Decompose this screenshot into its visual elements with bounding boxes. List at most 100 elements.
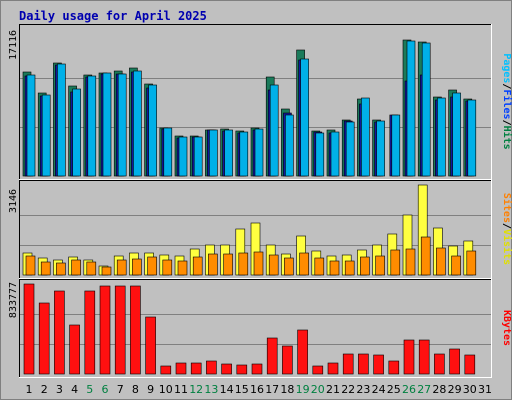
bar-sites-day-16: [253, 251, 264, 276]
x-tick-label-day-26: 26: [402, 383, 416, 396]
bar-sites-day-13: [208, 253, 218, 276]
x-axis-day-labels: 1 2 3 4 5 6 7 8 9 10 11 12 13 14 15 16 17 18 19 20 21 22 23 24 2…: [26, 383, 493, 396]
bar-pages-day-10: [163, 127, 173, 177]
bar-sites-day-14: [223, 253, 233, 276]
x-tick-label-day-29: 29: [448, 383, 462, 396]
bar-kbytes-day-17: [266, 337, 278, 375]
bar-kbytes-day-29: [449, 348, 460, 375]
bar-pages-day-9: [148, 84, 157, 177]
bar-sites-day-8: [132, 258, 142, 276]
bar-sites-day-26: [405, 248, 416, 276]
x-tick-label-day-13: 13: [204, 383, 218, 396]
legend-entry: KBytes: [501, 310, 512, 346]
legend-entry: /: [501, 223, 512, 229]
bar-pages-day-7: [117, 73, 127, 177]
bar-pages-day-20: [315, 132, 325, 177]
bar-pages-day-28: [437, 97, 446, 177]
bar-pages-day-14: [224, 129, 233, 177]
x-tick-label-day-9: 9: [147, 383, 154, 396]
bar-pages-day-6: [102, 72, 112, 177]
bar-kbytes-day-24: [373, 354, 384, 375]
x-tick-label-day-5: 5: [86, 383, 93, 396]
x-tick-label-day-16: 16: [250, 383, 264, 396]
x-tick-label-day-28: 28: [432, 383, 446, 396]
x-tick-label-day-18: 18: [280, 383, 294, 396]
x-tick-label-day-21: 21: [326, 383, 340, 396]
x-tick-label-day-25: 25: [387, 383, 401, 396]
x-tick-label-day-31: 31: [478, 383, 492, 396]
bar-pages-day-29: [452, 92, 461, 177]
bar-kbytes-day-30: [464, 354, 476, 375]
bar-sites-day-17: [268, 254, 279, 276]
x-tick-label-day-15: 15: [235, 383, 249, 396]
chart-title: Daily usage for April 2025: [19, 9, 207, 23]
bar-kbytes-day-5: [84, 290, 96, 375]
bar-pages-day-22: [345, 121, 355, 177]
bar-sites-day-5: [86, 261, 97, 276]
x-tick-label-day-20: 20: [311, 383, 325, 396]
bar-kbytes-day-11: [175, 362, 187, 375]
x-tick-label-day-17: 17: [265, 383, 279, 396]
bar-pages-day-30: [467, 99, 477, 177]
bar-kbytes-day-13: [206, 360, 217, 375]
bar-pages-day-13: [209, 129, 218, 177]
bar-sites-day-15: [238, 252, 249, 276]
bar-pages-day-17: [269, 84, 279, 177]
legend-entry: Files: [501, 89, 512, 119]
y-max-label: 833777: [8, 282, 19, 318]
bar-sites-day-28: [436, 247, 446, 276]
legend-entry: /: [501, 120, 512, 126]
bar-sites-day-24: [375, 255, 385, 276]
bar-kbytes-day-8: [130, 285, 141, 375]
x-tick-label-day-4: 4: [71, 383, 78, 396]
bar-kbytes-day-22: [342, 353, 354, 375]
legend-entry: Visits: [501, 229, 512, 265]
panel-legend: KBytes: [501, 310, 512, 346]
x-tick-label-day-3: 3: [56, 383, 63, 396]
x-tick-label-day-7: 7: [117, 383, 124, 396]
x-tick-label-day-23: 23: [356, 383, 370, 396]
y-max-label: 3146: [8, 189, 19, 213]
y-max-label: 17116: [8, 30, 19, 60]
x-tick-label-day-30: 30: [463, 383, 477, 396]
x-tick-label-day-2: 2: [41, 383, 48, 396]
bar-sites-day-25: [390, 249, 401, 276]
bars: [23, 283, 476, 375]
bar-sites-day-27: [420, 236, 431, 276]
bar-pages-day-26: [406, 40, 416, 177]
bar-kbytes-day-20: [312, 365, 324, 375]
x-tick-label-day-22: 22: [341, 383, 355, 396]
bar-kbytes-day-4: [69, 324, 80, 375]
bar-sites-day-12: [192, 256, 203, 276]
bar-sites-day-22: [344, 260, 355, 276]
bar-sites-day-20: [314, 257, 325, 276]
legend-entry: Pages: [501, 53, 512, 83]
legend-entry: /: [501, 83, 512, 89]
x-tick-label-day-12: 12: [189, 383, 203, 396]
bar-kbytes-day-10: [160, 365, 172, 375]
bar-kbytes-day-16: [251, 363, 263, 375]
bar-pages-day-8: [133, 70, 142, 177]
bar-sites-day-1: [25, 255, 36, 276]
bars: [22, 184, 477, 276]
bar-kbytes-day-3: [54, 290, 65, 375]
bar-kbytes-day-14: [221, 363, 232, 375]
bar-kbytes-day-9: [145, 316, 156, 375]
bar-pages-day-1: [26, 74, 36, 177]
panel-legend: Sites/Visits: [501, 193, 512, 265]
bar-sites-day-4: [71, 259, 81, 276]
bar-pages-day-5: [87, 75, 97, 177]
x-tick-label-day-8: 8: [132, 383, 139, 396]
x-tick-label-day-24: 24: [372, 383, 386, 396]
bar-sites-day-2: [40, 261, 51, 276]
bar-sites-day-19: [299, 252, 309, 276]
bar-pages-day-19: [300, 58, 309, 177]
x-tick-label-day-11: 11: [174, 383, 188, 396]
bar-sites-day-23: [360, 256, 370, 276]
legend-entry: Sites: [501, 193, 512, 223]
bar-pages-day-2: [41, 94, 51, 177]
bar-sites-day-7: [116, 259, 127, 276]
bar-pages-day-12: [193, 136, 203, 177]
